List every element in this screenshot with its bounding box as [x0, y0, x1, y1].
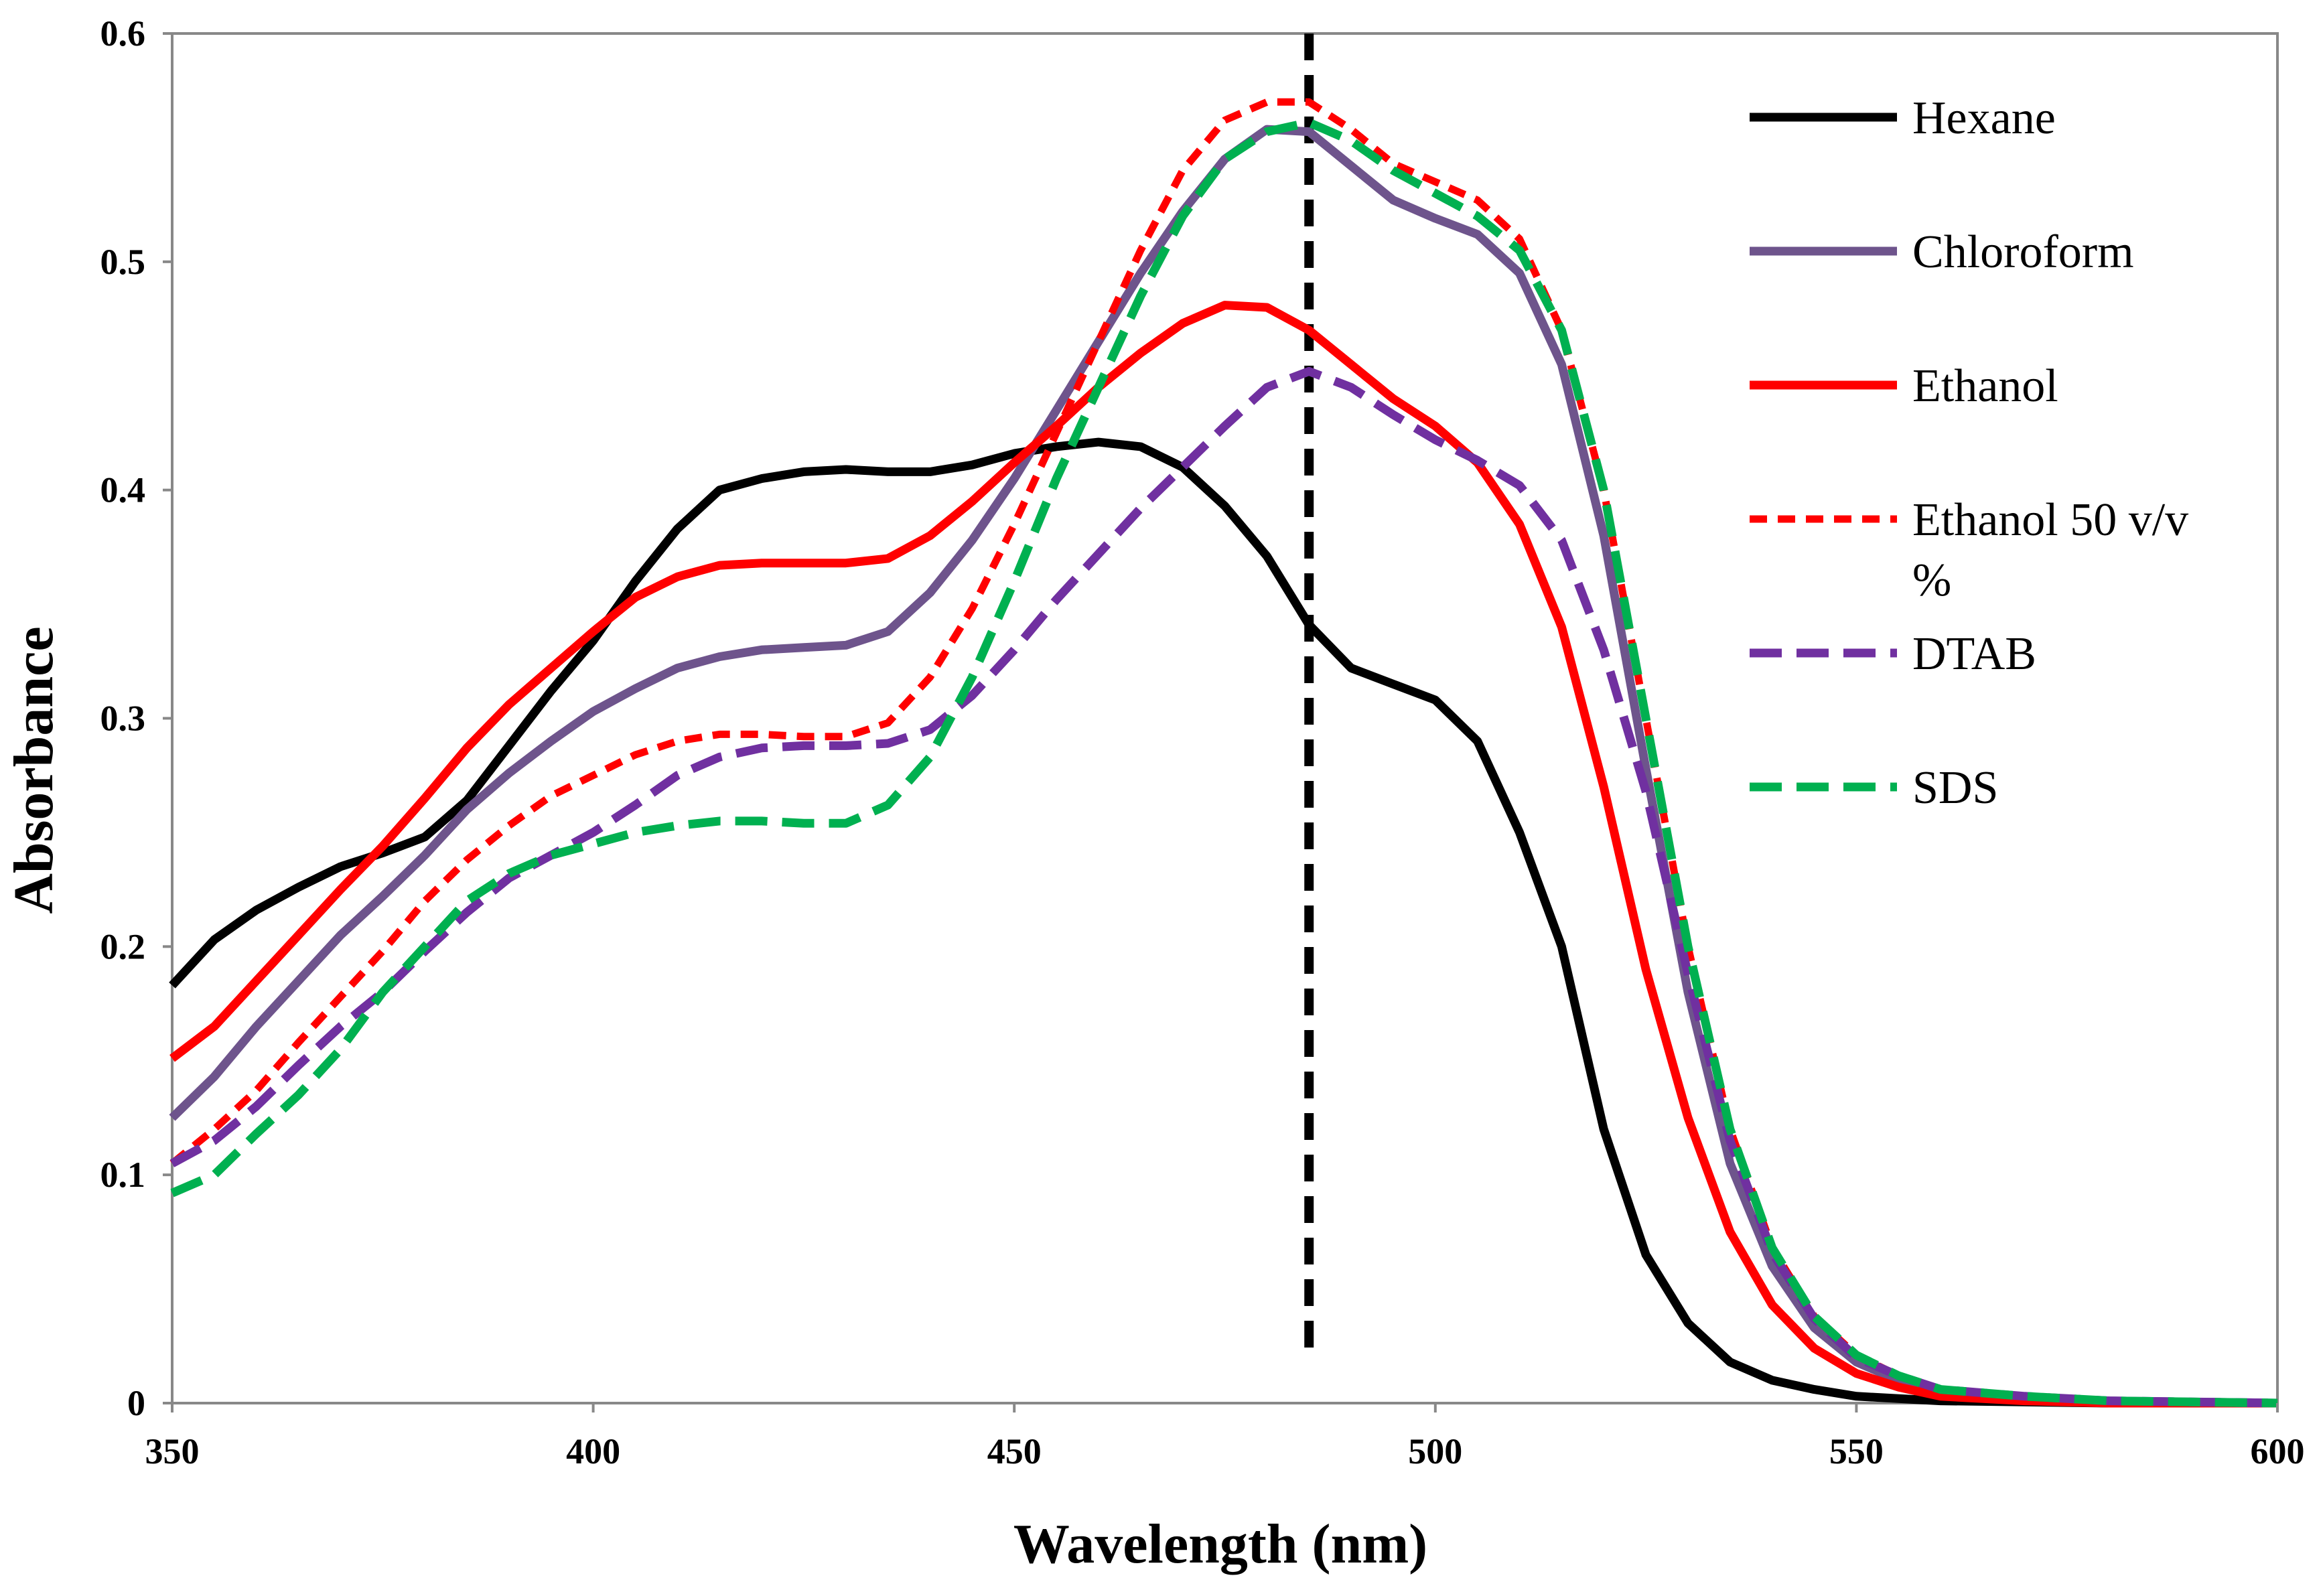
y-axis-title: Absorbance: [3, 626, 65, 914]
series-line-hexane: [169, 437, 2277, 1408]
legend-label-ethanol: Ethanol: [1912, 360, 2058, 412]
legend-label-ethanol-50-v-v: Ethanol 50 v/v%: [1912, 494, 2188, 606]
x-axis-title: Wavelength (nm): [1013, 1513, 1427, 1575]
legend-label-hexane: Hexane: [1912, 92, 2056, 144]
y-tick-label: 0.2: [100, 926, 146, 966]
x-tick-label: 400: [566, 1431, 620, 1471]
series-line-chloroform: [169, 125, 2278, 1408]
legend-label-chloroform: Chloroform: [1912, 226, 2134, 278]
series-line-ethanol: [169, 301, 2277, 1408]
series-line-sds: [170, 118, 2278, 1408]
series-layer: [169, 98, 2278, 1408]
y-tick-label: 0: [127, 1383, 145, 1423]
legend-label-sds: SDS: [1912, 762, 1998, 814]
y-tick-label: 0.4: [100, 470, 146, 510]
legend-label-dtab: DTAB: [1912, 628, 2036, 680]
x-tick-label: 600: [2251, 1431, 2305, 1471]
y-tick-label: 0.3: [100, 699, 146, 739]
x-tick-label: 550: [1829, 1431, 1884, 1471]
legend: Hexane Chloroform Ethanol Ethanol 50 v/v % DT…: [1750, 92, 2188, 814]
series-line-ethanol-50-v-v: [169, 98, 2278, 1407]
x-tick-label: 500: [1408, 1431, 1462, 1471]
y-tick-label: 0.1: [100, 1155, 146, 1195]
x-tick-label: 350: [145, 1431, 200, 1471]
axes: 350 400 450 500 550 600 0 0.1 0.2 0.3 0.4 0.5 0.6: [100, 13, 2305, 1471]
y-tick-label: 0.5: [100, 242, 146, 282]
y-tick-label: 0.6: [100, 13, 146, 54]
x-tick-label: 450: [987, 1431, 1042, 1471]
